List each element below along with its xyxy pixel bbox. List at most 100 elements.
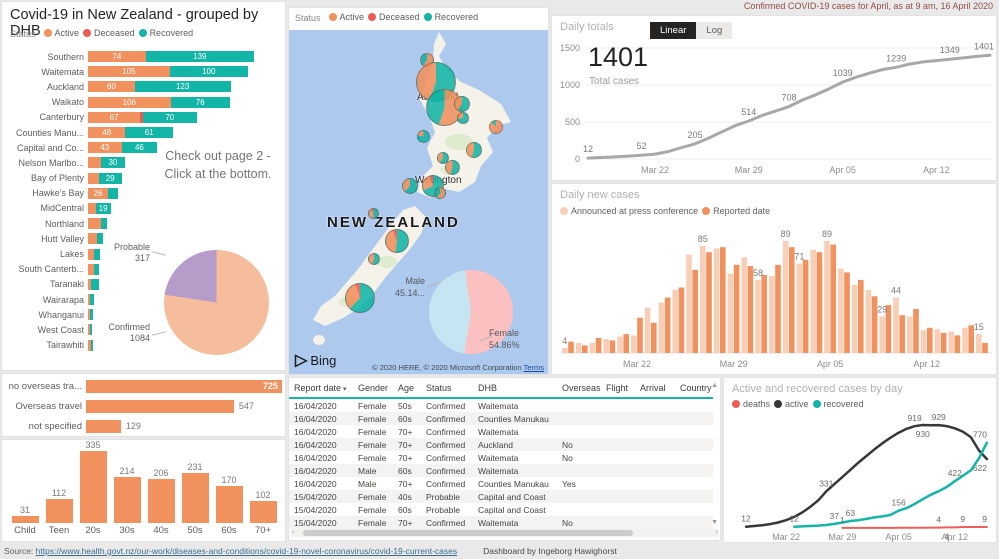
bar-segment-recovered[interactable]: 29: [98, 172, 122, 184]
scroll-left-icon[interactable]: ‹: [292, 529, 295, 536]
legend-item[interactable]: Announced at press conference: [560, 206, 698, 216]
bar-segment-deceased[interactable]: [140, 111, 143, 123]
bar-reported[interactable]: [830, 244, 836, 353]
bar-segment-active[interactable]: [88, 278, 92, 290]
bar-segment-recovered[interactable]: [89, 309, 93, 321]
bar-reported[interactable]: [968, 325, 974, 353]
table-row[interactable]: 16/04/2020 Male 70+ Confirmed Counties Manuk…: [289, 477, 713, 490]
bar-reported[interactable]: [954, 335, 961, 353]
bar-segment-recovered[interactable]: [96, 233, 103, 245]
bar-segment-active[interactable]: [88, 218, 102, 230]
map-pie-marker[interactable]: [345, 283, 375, 313]
overseas-bar[interactable]: [86, 399, 234, 413]
bar-reported[interactable]: [871, 296, 878, 353]
column-header[interactable]: Age: [398, 382, 415, 393]
bar-segment-active[interactable]: [88, 233, 97, 245]
bar-reported[interactable]: [885, 305, 892, 353]
age-bar[interactable]: [181, 473, 209, 523]
map-pie-marker[interactable]: [367, 207, 379, 219]
column-header[interactable]: Flight: [606, 382, 629, 393]
column-header[interactable]: Gender: [358, 382, 389, 393]
bar-reported[interactable]: [692, 269, 698, 353]
bar-announced[interactable]: [644, 307, 651, 353]
table-row[interactable]: 16/04/2020 Male 60s Confirmed Waitemata: [289, 464, 713, 477]
table-row[interactable]: 16/04/2020 Female 70+ Confirmed Waitemata: [289, 425, 713, 438]
bar-announced[interactable]: [755, 279, 761, 353]
map-pie-marker[interactable]: [416, 129, 430, 143]
map-pie-marker[interactable]: [457, 112, 469, 124]
map-pie-marker[interactable]: [489, 120, 503, 134]
bar-segment-active[interactable]: [88, 324, 91, 336]
legend-item[interactable]: Deceased: [368, 12, 420, 22]
bar-segment-active[interactable]: [88, 339, 92, 351]
bar-reported[interactable]: [664, 297, 671, 353]
source-link[interactable]: https://www.health.govt.nz/our-work/dise…: [35, 546, 458, 556]
bar-announced[interactable]: [575, 342, 582, 353]
bar-announced[interactable]: [713, 248, 720, 353]
overseas-bar[interactable]: [86, 419, 121, 433]
bar-announced[interactable]: [589, 342, 596, 353]
legend-item[interactable]: Active: [328, 12, 364, 22]
bar-segment-recovered[interactable]: 70: [142, 111, 198, 123]
bar-reported[interactable]: [802, 259, 809, 353]
bar-announced[interactable]: [838, 268, 844, 353]
bar-segment-active[interactable]: [88, 157, 102, 169]
bar-segment-active[interactable]: [88, 172, 99, 184]
table-row[interactable]: 16/04/2020 Female 70+ Confirmed Waitemata No: [289, 451, 713, 464]
bar-reported[interactable]: [595, 337, 602, 353]
bar-announced[interactable]: [727, 273, 734, 353]
bar-segment-recovered[interactable]: [91, 339, 93, 351]
bar-reported[interactable]: [761, 274, 767, 353]
map-pie-marker[interactable]: [466, 142, 482, 158]
table-row[interactable]: 15/04/2020 Female 40s Probable Capital and C…: [289, 490, 713, 503]
bar-reported[interactable]: [678, 287, 685, 354]
gender-pie[interactable]: [429, 270, 513, 354]
bar-announced[interactable]: [865, 290, 872, 353]
scroll-down-icon[interactable]: ▼: [711, 519, 718, 526]
scroll-right-icon[interactable]: ›: [715, 529, 718, 536]
bar-segment-recovered[interactable]: [94, 263, 99, 275]
bar-announced[interactable]: [796, 263, 803, 354]
bar-reported[interactable]: [609, 340, 616, 353]
column-header[interactable]: Overseas: [562, 382, 601, 393]
bar-reported[interactable]: [568, 341, 574, 353]
bar-announced[interactable]: [824, 240, 830, 353]
bar-segment-recovered[interactable]: 123: [134, 81, 231, 93]
bar-segment-active[interactable]: [88, 294, 90, 306]
bar-reported[interactable]: [747, 266, 754, 353]
legend-item[interactable]: active: [774, 399, 809, 409]
bar-announced[interactable]: [948, 331, 954, 353]
column-header[interactable]: Report date ▾: [294, 382, 347, 393]
bar-reported[interactable]: [940, 332, 947, 353]
bar-segment-active[interactable]: [88, 309, 90, 321]
map-pie-marker[interactable]: [437, 152, 449, 164]
legend-item[interactable]: Reported date: [702, 206, 770, 216]
bar-reported[interactable]: [582, 345, 588, 353]
bar-announced[interactable]: [658, 302, 665, 353]
bar-announced[interactable]: [934, 329, 941, 353]
age-bar[interactable]: [147, 478, 175, 523]
terms-link[interactable]: Terms: [523, 363, 544, 372]
bar-segment-recovered[interactable]: [91, 278, 99, 290]
bar-reported[interactable]: [775, 264, 781, 353]
legend-item[interactable]: Recovered: [138, 28, 193, 38]
bar-reported[interactable]: [927, 327, 933, 353]
age-bar[interactable]: [11, 516, 39, 523]
bar-reported[interactable]: [706, 252, 712, 353]
column-header[interactable]: Arrival: [640, 382, 666, 393]
bar-reported[interactable]: [899, 315, 905, 353]
bar-segment-recovered[interactable]: [101, 218, 108, 230]
overseas-bar[interactable]: 725: [86, 379, 282, 393]
table-row[interactable]: 15/04/2020 Female 70+ Confirmed Waitemata No: [289, 516, 713, 529]
bar-segment-recovered[interactable]: 19: [95, 202, 111, 214]
scroll-up-icon[interactable]: ▲: [711, 382, 718, 389]
age-bar[interactable]: [215, 486, 243, 523]
bar-reported[interactable]: [789, 247, 795, 353]
bar-segment-recovered[interactable]: 30: [101, 157, 125, 169]
bar-reported[interactable]: [982, 342, 988, 353]
bar-segment-recovered[interactable]: [89, 294, 95, 306]
bar-announced[interactable]: [672, 290, 678, 353]
bar-segment-recovered[interactable]: 100: [169, 66, 248, 78]
bar-announced[interactable]: [603, 339, 609, 353]
bar-announced[interactable]: [810, 249, 816, 353]
